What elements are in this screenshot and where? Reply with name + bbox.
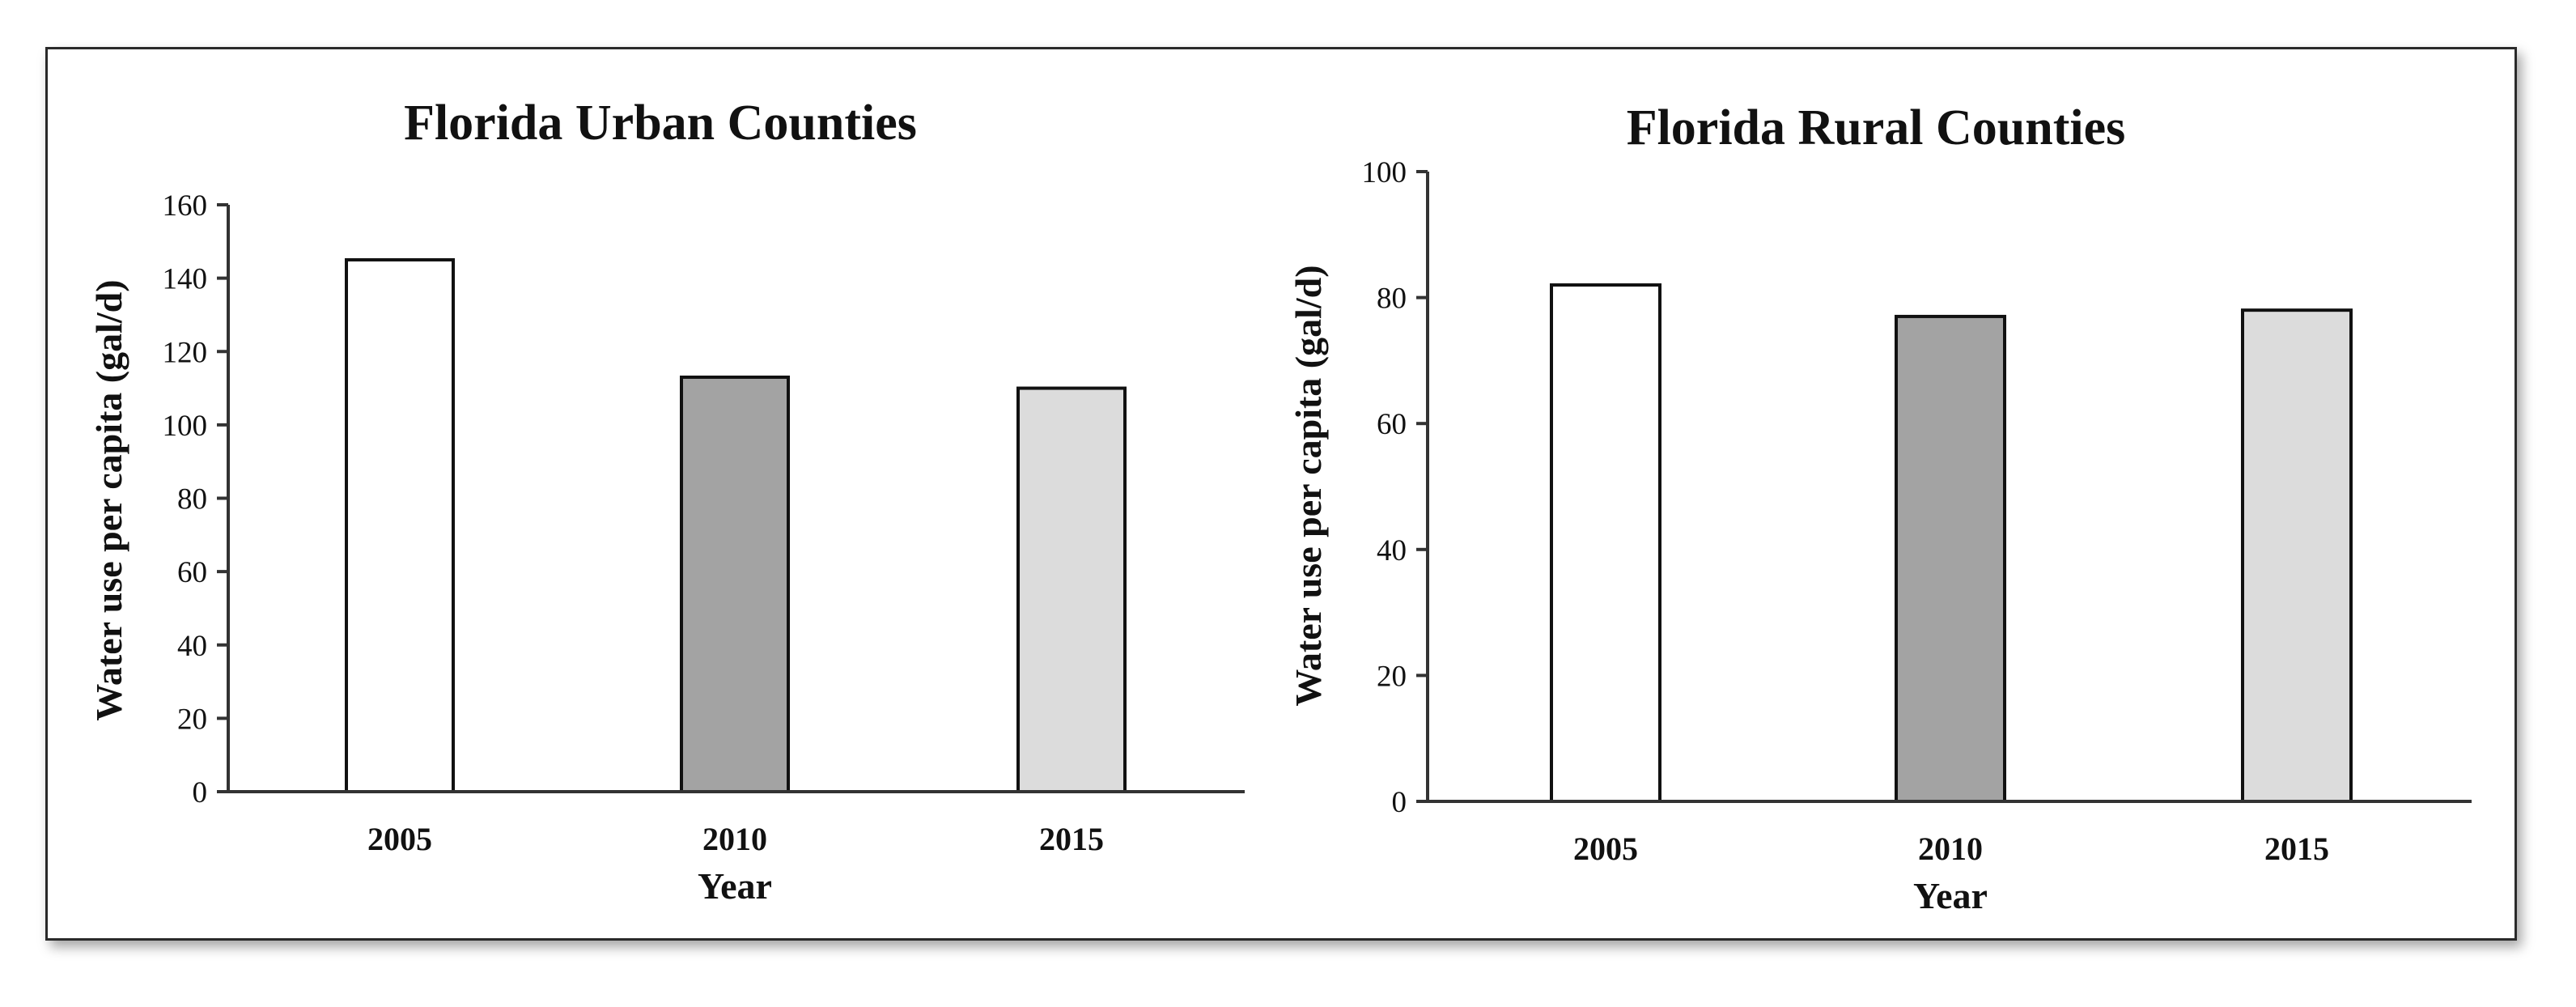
rural-x-axis-label: Year (1913, 875, 1988, 916)
rural-x-tick-label: 2005 (1573, 831, 1638, 867)
rural-x-tick-label: 2010 (1918, 831, 1983, 867)
rural-x-tick-label: 2015 (2264, 831, 2329, 867)
urban-bar-2010 (680, 375, 790, 793)
urban-x-tick-label: 2015 (1039, 821, 1104, 857)
urban-bar-2005 (345, 257, 455, 793)
urban-y-tick-label: 100 (163, 410, 208, 443)
rural-y-tick-label: 60 (1377, 408, 1407, 441)
urban-y-tick-label: 80 (177, 483, 207, 516)
urban-chart: Florida Urban Counties Water use per cap… (88, 96, 1245, 907)
rural-bar-2010 (1895, 314, 2006, 803)
rural-y-axis-label: Water use per capita (gal/d) (1288, 265, 1329, 706)
urban-y-tick-label: 20 (177, 703, 207, 736)
rural-chart-title: Florida Rural Counties (1627, 100, 2126, 155)
urban-y-axis-label: Water use per capita (gal/d) (88, 279, 129, 720)
urban-y-tick-label: 40 (177, 630, 207, 663)
rural-y-tick-label: 0 (1392, 786, 1407, 819)
urban-y-tick-label: 60 (177, 556, 207, 589)
urban-plot-area: 0 20 40 60 80 100 120 140 160 2005 2010 2015 (163, 189, 1245, 857)
urban-y-tick-label: 140 (163, 263, 208, 296)
urban-x-tick-label: 2010 (702, 821, 767, 857)
urban-bar-2015 (1016, 386, 1127, 793)
urban-chart-title: Florida Urban Counties (404, 96, 917, 151)
rural-y-tick-label: 20 (1377, 660, 1407, 693)
urban-y-tick-label: 0 (193, 776, 208, 809)
rural-y-tick-label: 40 (1377, 534, 1407, 567)
urban-y-tick-label: 160 (163, 189, 208, 223)
urban-x-tick-label: 2005 (367, 821, 432, 857)
urban-x-axis-label: Year (698, 865, 772, 907)
urban-y-tick-label: 120 (163, 336, 208, 369)
rural-bar-2005 (1550, 283, 1661, 804)
rural-bar-2015 (2241, 308, 2353, 804)
rural-y-tick-label: 100 (1362, 156, 1407, 189)
rural-chart: Florida Rural Counties Water use per cap… (1288, 100, 2472, 916)
rural-y-tick-label: 80 (1377, 283, 1407, 316)
rural-plot-area: 0 20 40 60 80 100 2005 2010 2015 (1362, 156, 2472, 867)
